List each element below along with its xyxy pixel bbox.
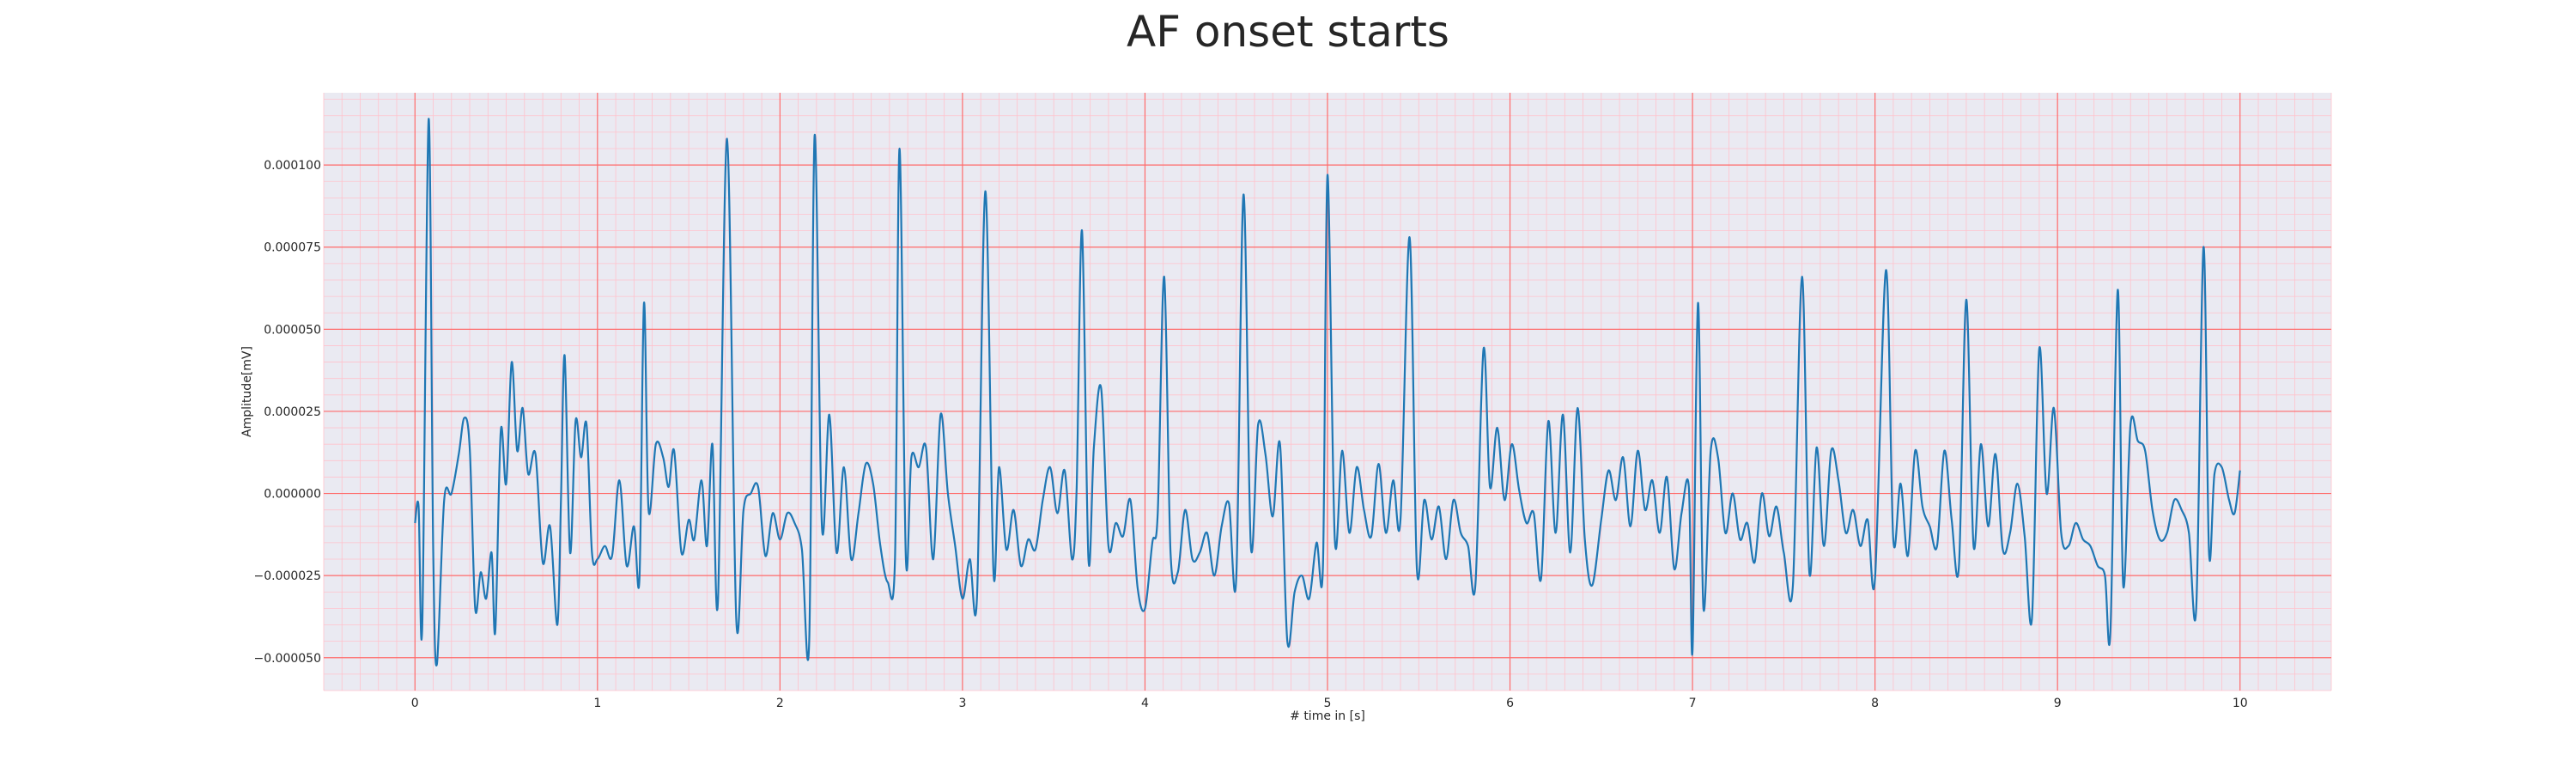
x-tick-label: 7 xyxy=(1689,697,1697,710)
y-tick-label: 0.000050 xyxy=(264,323,321,337)
x-tick-label: 10 xyxy=(2233,697,2248,710)
x-tick-label: 4 xyxy=(1141,697,1149,710)
x-tick-label: 5 xyxy=(1324,697,1332,710)
chart-title: AF onset starts xyxy=(1127,7,1449,57)
y-tick-label: 0.000100 xyxy=(264,159,321,173)
x-tick-label: 9 xyxy=(2054,697,2062,710)
y-tick-label: 0.000075 xyxy=(264,241,321,255)
x-tick-label: 0 xyxy=(411,697,419,710)
x-axis-label: # time in [s] xyxy=(1290,709,1365,723)
x-tick-label: 8 xyxy=(1871,697,1879,710)
signal-line xyxy=(414,118,2241,666)
y-tick-label: 0.000025 xyxy=(264,405,321,419)
x-tick-label: 6 xyxy=(1506,697,1514,710)
x-tick-label: 3 xyxy=(958,697,966,710)
y-tick-label: 0.000000 xyxy=(264,488,321,502)
y-tick-label: −0.000025 xyxy=(253,569,321,583)
y-tick-label: −0.000050 xyxy=(253,652,321,666)
x-tick-label: 2 xyxy=(776,697,784,710)
x-axis-ticks: 0 1 2 3 4 5 6 7 8 9 10 xyxy=(411,697,2248,710)
major-grid xyxy=(324,93,2331,691)
y-axis-label: Amplitude[mV] xyxy=(240,346,254,437)
y-axis-ticks: −0.000050 −0.000025 0.000000 0.000025 0.0000… xyxy=(253,159,321,666)
x-tick-label: 1 xyxy=(593,697,601,710)
